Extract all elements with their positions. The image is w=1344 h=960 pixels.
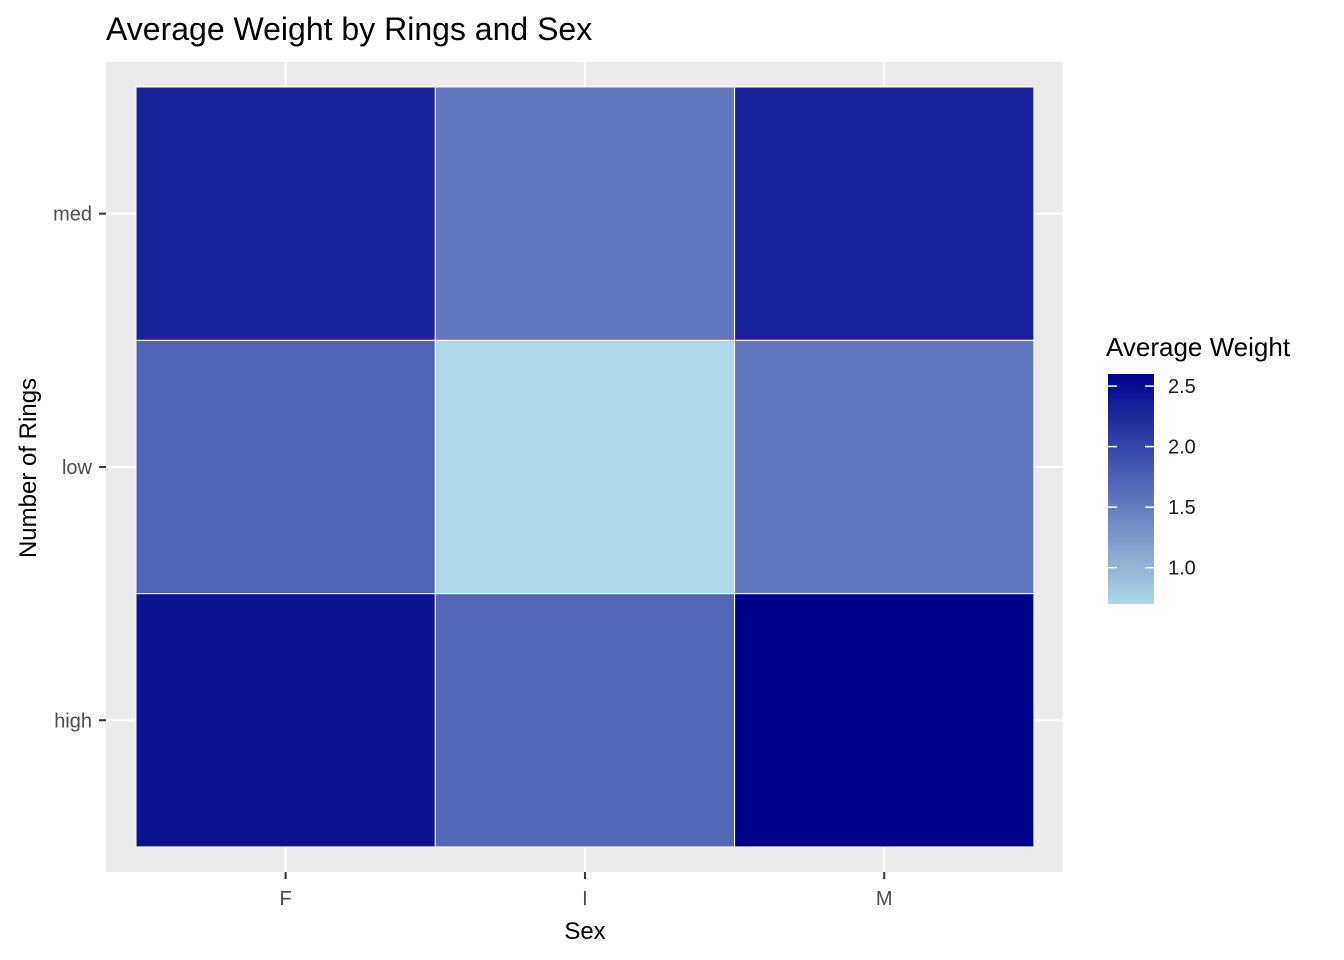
heatmap-cells	[135, 86, 1035, 848]
x-axis-title: Sex	[564, 918, 605, 945]
legend-tick-label: 1.5	[1168, 497, 1196, 519]
heatmap-cell-high-F	[135, 593, 436, 848]
y-tick-label-low: low	[62, 457, 93, 479]
x-tick-label-I: I	[582, 888, 588, 910]
y-axis-ticks: high low med	[53, 204, 106, 732]
legend-colorbar	[1108, 374, 1154, 604]
legend-tick-label: 2.0	[1168, 437, 1196, 459]
heatmap-cell-high-I	[434, 593, 736, 848]
heatmap-cell-low-F	[135, 339, 436, 595]
y-axis-title: Number of Rings	[15, 378, 42, 558]
legend-tick-label: 2.5	[1168, 376, 1196, 398]
heatmap-cell-low-M	[734, 339, 1035, 595]
legend-tick-label: 1.0	[1168, 558, 1196, 580]
heatmap-cell-med-F	[135, 86, 436, 341]
legend-title: Average Weight	[1106, 332, 1291, 362]
heatmap-cell-med-I	[434, 86, 736, 341]
x-tick-label-M: M	[876, 888, 893, 910]
chart-title: Average Weight by Rings and Sex	[106, 11, 592, 47]
heatmap-cell-low-I	[434, 339, 736, 595]
y-tick-label-high: high	[54, 710, 92, 732]
legend-ticks: 1.0 1.5 2.0 2.5	[1108, 376, 1196, 580]
y-tick-label-med: med	[53, 204, 92, 226]
heatmap-cell-high-M	[734, 593, 1035, 848]
x-tick-label-F: F	[280, 888, 292, 910]
heatmap-cell-med-M	[734, 86, 1035, 341]
